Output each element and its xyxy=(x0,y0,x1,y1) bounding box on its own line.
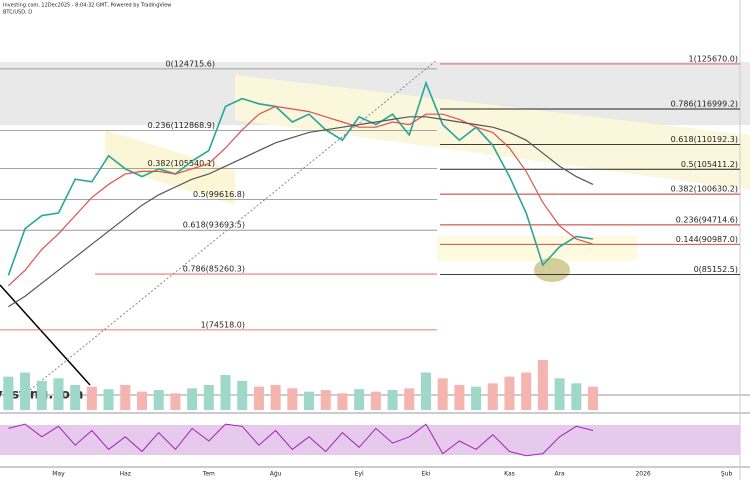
fib-label: 0(85152.5) xyxy=(694,265,738,274)
volume-bar xyxy=(354,389,365,410)
volume-bar xyxy=(136,391,147,410)
fib-label: 0.786(85260.3) xyxy=(183,265,245,274)
stochastic-line xyxy=(8,423,594,457)
volume-bar xyxy=(3,376,14,410)
fib-label: 0.382(100630.2) xyxy=(671,185,738,194)
volume-bar xyxy=(554,378,565,410)
volume-bar xyxy=(253,386,264,410)
x-tick-label: Tem xyxy=(202,471,215,478)
volume-bar xyxy=(70,385,81,410)
volume-bar xyxy=(20,372,31,410)
fib-label: 0.618(110192.3) xyxy=(671,135,738,144)
fib-label: 1(74518.0) xyxy=(201,320,245,329)
volume-bar xyxy=(187,388,198,410)
fib-label: 0.236(94714.6) xyxy=(676,215,738,224)
moving-average xyxy=(8,116,594,308)
highlight xyxy=(534,258,570,282)
fib-label: 0.236(112868.9) xyxy=(148,121,215,130)
volume-bar xyxy=(588,386,599,410)
volume-bar xyxy=(454,385,465,410)
moving-average xyxy=(7,105,594,287)
fib-label: 0.5(105411.2) xyxy=(681,160,738,169)
volume-bar xyxy=(471,386,482,410)
volume-bar xyxy=(521,372,532,410)
volume-bar xyxy=(53,378,64,410)
chart-subtitle: BTC/USD, D xyxy=(3,10,32,16)
x-tick-label: 2026 xyxy=(635,471,650,478)
volume-bar xyxy=(337,393,348,410)
volume-bar xyxy=(370,391,381,410)
volume-bar xyxy=(86,386,97,410)
volume-bar xyxy=(571,383,582,410)
volume-bar xyxy=(320,390,331,410)
x-tick-label: Eyl xyxy=(355,471,364,478)
volume-bar xyxy=(504,376,515,410)
fib-label: 0.786(116999.2) xyxy=(671,100,738,109)
x-tick-label: Şub xyxy=(721,471,733,478)
fib-label: 0.618(93693.5) xyxy=(183,221,245,230)
chart-title: Investing.com, 12Dec2025 - 8:04:32 GMT, … xyxy=(3,3,171,9)
volume-bar xyxy=(420,372,431,410)
volume-bar xyxy=(203,385,214,410)
trend-line xyxy=(0,284,91,386)
volume-bar xyxy=(170,393,181,410)
volume-bar xyxy=(36,380,47,410)
channel xyxy=(105,130,235,205)
x-tick-label: Eki xyxy=(421,471,430,478)
x-tick-label: Ağu xyxy=(270,471,282,478)
fib-label: 0.144(90987.0) xyxy=(676,235,738,244)
fib-label: 0(124715.6) xyxy=(165,59,215,68)
volume-bar xyxy=(304,391,315,410)
volume-bar xyxy=(287,388,298,410)
price-line xyxy=(7,80,594,276)
x-tick-label: Ara xyxy=(554,471,565,478)
volume-bar xyxy=(487,383,498,410)
volume-bar xyxy=(120,385,131,410)
volume-bar xyxy=(387,390,398,410)
volume-bar xyxy=(237,380,248,410)
volume-bar xyxy=(437,378,448,410)
volume-bar xyxy=(220,375,231,410)
volume-bar xyxy=(537,360,548,410)
x-tick-label: Kas xyxy=(504,471,515,478)
volume-bar xyxy=(404,388,415,410)
fib-label: 0.5(99616.8) xyxy=(193,190,245,199)
x-tick-label: May xyxy=(52,471,65,478)
volume-bar xyxy=(103,389,114,410)
x-tick-label: Haz xyxy=(120,471,131,478)
fib-label: 1(125670.0) xyxy=(688,54,738,63)
volume-bar xyxy=(153,390,164,410)
trend-line xyxy=(29,59,438,391)
volume-bar xyxy=(270,385,281,410)
stoch-band xyxy=(0,425,740,455)
fib-label: 0.382(105540.1) xyxy=(148,159,215,168)
